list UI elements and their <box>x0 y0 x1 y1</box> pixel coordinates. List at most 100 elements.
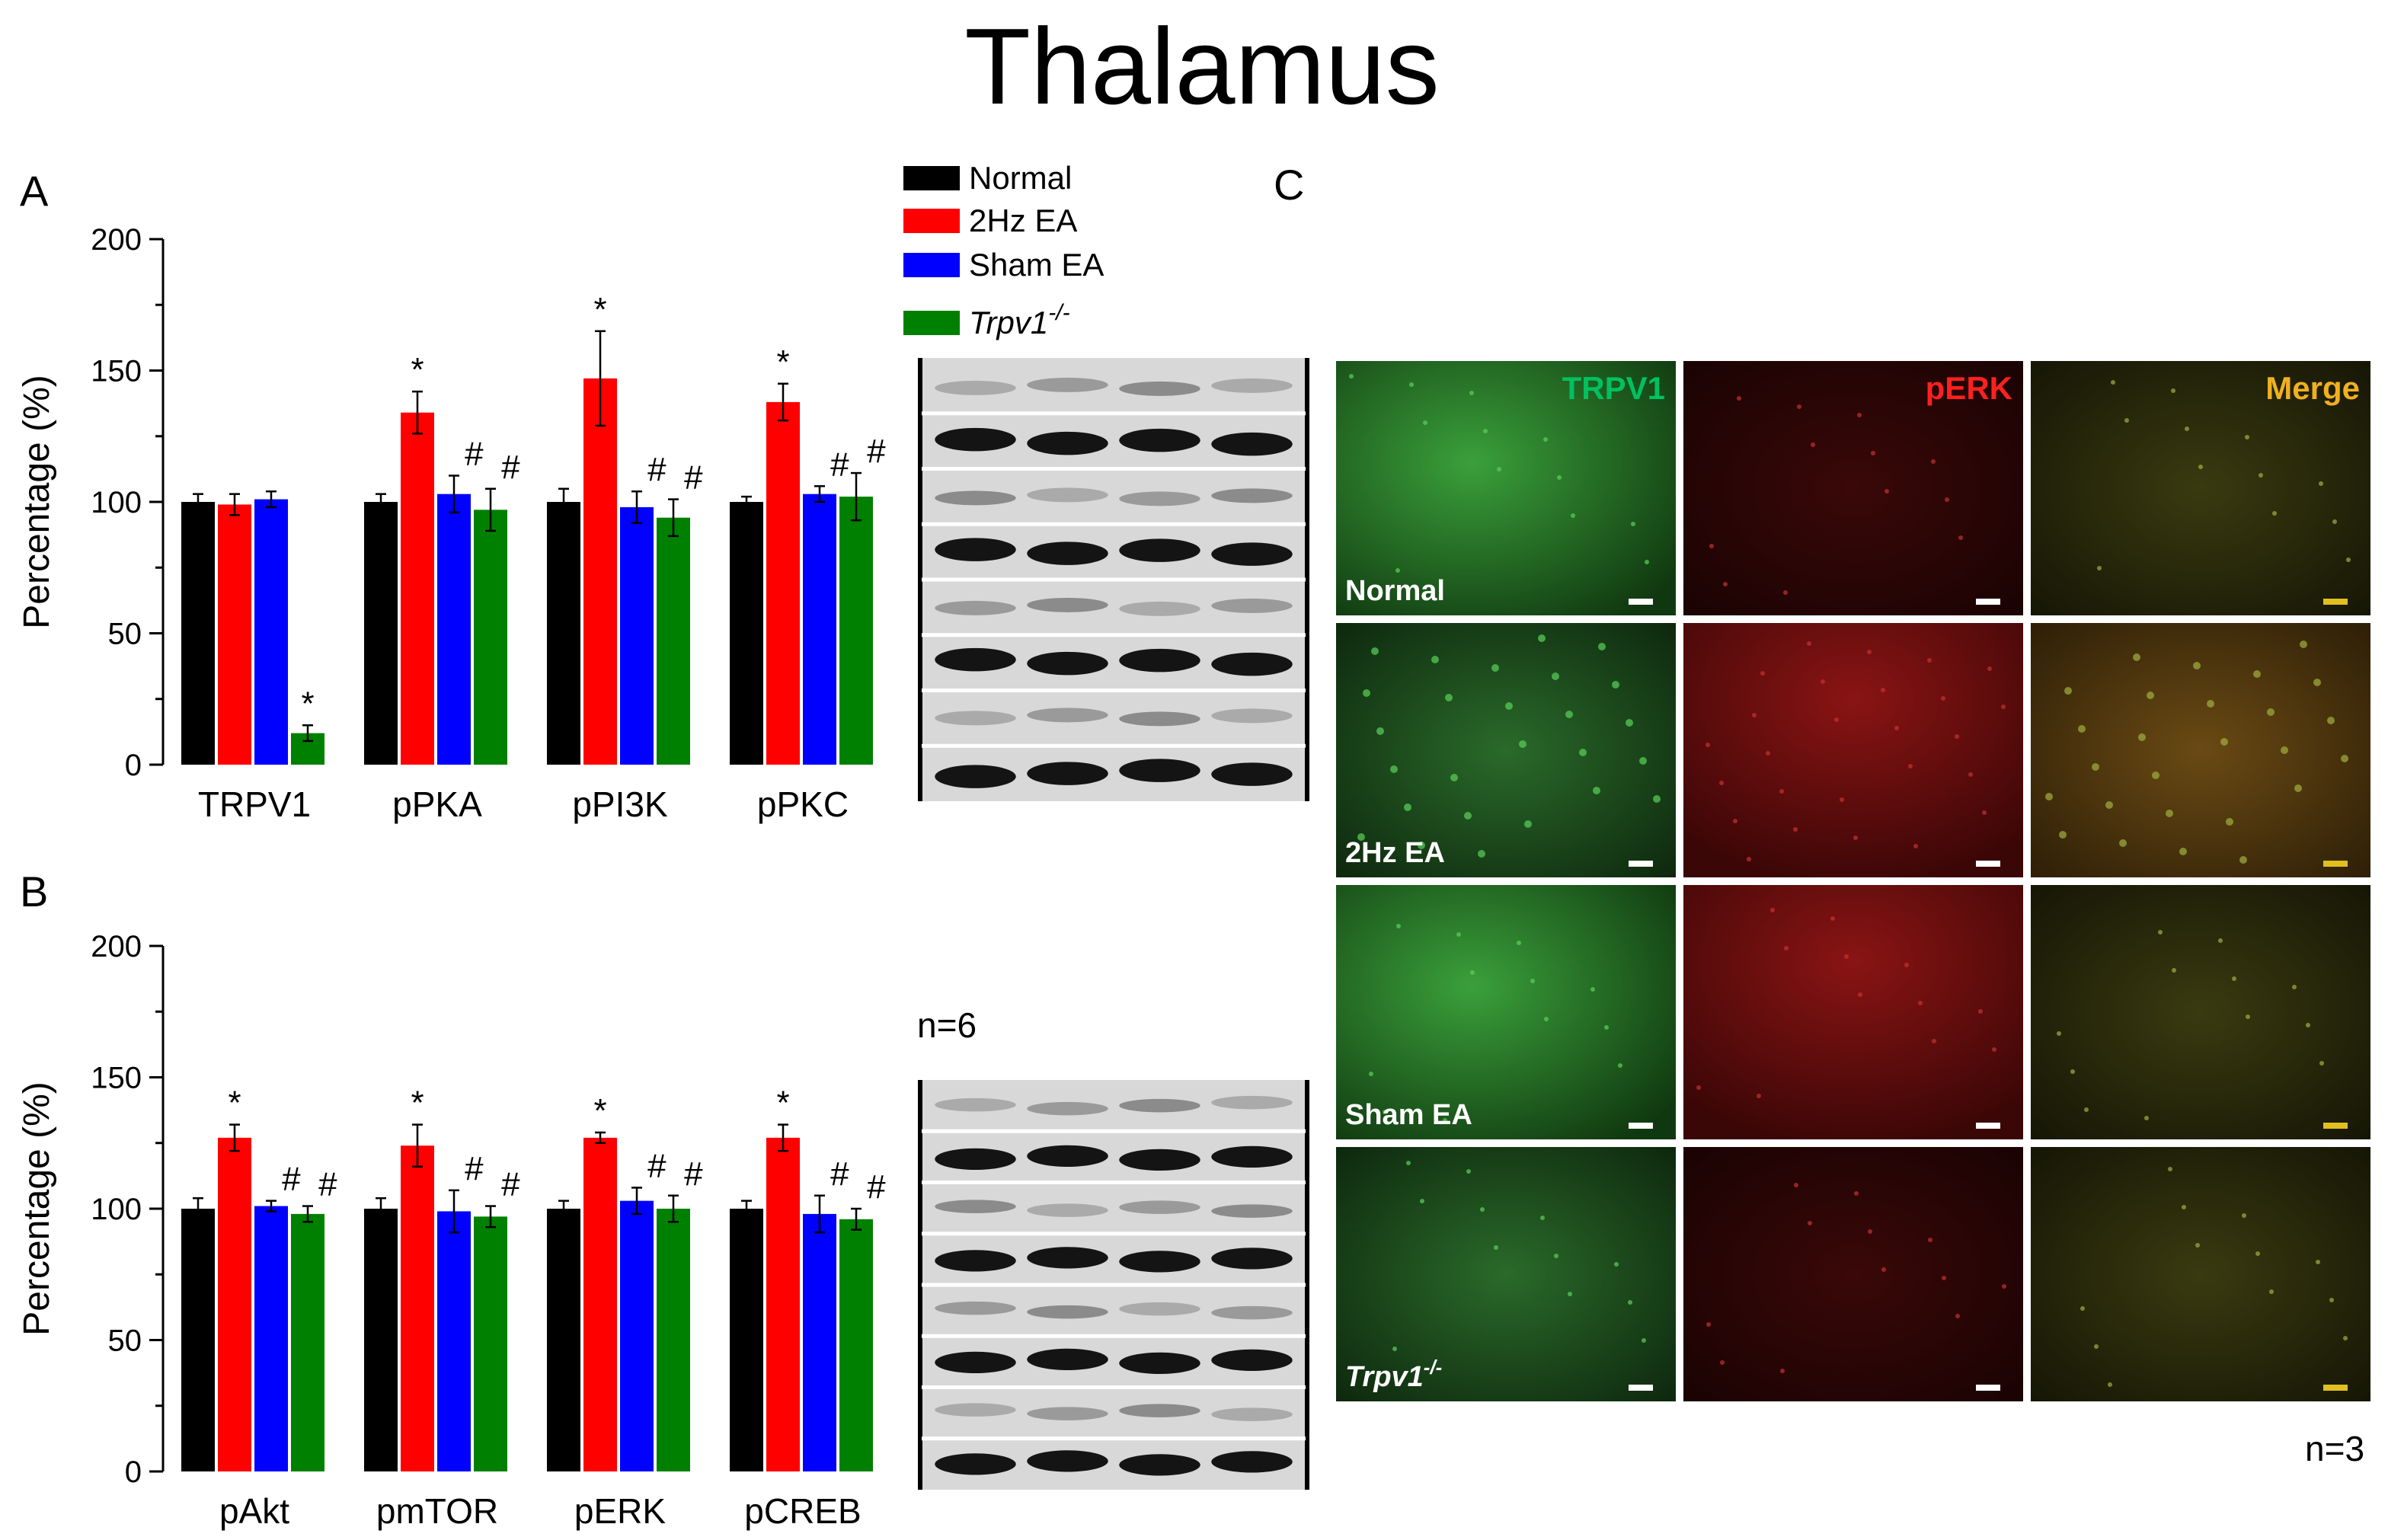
chart-panel-a: 0 50 100 150 200 Percentage (%) TRPV1 pPKA pPI3K… <box>17 223 886 824</box>
significance-mark: # <box>867 433 886 470</box>
bar <box>218 1137 251 1471</box>
blot-band <box>1027 1145 1108 1167</box>
micrograph-n-label: n=3 <box>2305 1429 2364 1468</box>
cell-speckle <box>1955 1314 1960 1318</box>
micrograph-column-label: TRPV1 <box>1562 370 1665 406</box>
cell-speckle <box>1913 844 1918 848</box>
blot-band <box>1027 1101 1108 1116</box>
cell-speckle <box>1396 924 1401 928</box>
cell-speckle <box>1867 650 1872 654</box>
cell-speckle <box>1406 1161 1411 1165</box>
cell-speckle <box>1349 374 1354 379</box>
y-axis-title: Percentage (%) <box>17 1082 57 1336</box>
blot-band <box>1211 542 1293 566</box>
cell-speckle <box>2084 1107 2089 1112</box>
bar <box>437 1211 471 1471</box>
cell-speckle <box>1466 1169 1471 1174</box>
significance-mark: * <box>593 1092 606 1129</box>
bar <box>401 1145 434 1471</box>
cell-speckle <box>1719 781 1724 785</box>
cell-speckle <box>1464 812 1472 820</box>
category-label: pPKA <box>392 784 482 824</box>
cell-speckle <box>1766 751 1770 756</box>
legend-label: Normal <box>969 160 1072 196</box>
cell-speckle <box>2220 738 2228 746</box>
micrograph-image <box>2031 623 2370 877</box>
bar <box>401 412 434 765</box>
cell-speckle <box>2080 1306 2085 1311</box>
cell-speckle <box>1723 582 1728 586</box>
blot-band <box>935 380 1016 395</box>
cell-speckle <box>1538 634 1546 642</box>
cell-speckle <box>2158 930 2163 935</box>
cell-speckle <box>1395 568 1400 573</box>
cell-speckle <box>1614 1262 1619 1267</box>
bar <box>657 517 690 765</box>
cell-speckle <box>1853 835 1858 840</box>
cell-speckle <box>1431 656 1439 663</box>
cell-speckle <box>1840 797 1844 802</box>
cell-speckle <box>1737 396 1741 401</box>
cell-speckle <box>1554 1254 1558 1258</box>
cell-speckle <box>1383 1110 1387 1114</box>
cell-speckle <box>1593 787 1600 794</box>
cell-speckle <box>1871 451 1875 455</box>
significance-mark: # <box>830 446 849 483</box>
significance-mark: * <box>301 685 314 722</box>
significance-mark: # <box>501 1166 520 1203</box>
cell-speckle <box>1571 513 1575 518</box>
cell-speckle <box>2341 755 2348 762</box>
cell-speckle <box>2300 641 2307 648</box>
figure-title: Thalamus <box>964 6 1440 127</box>
micrograph-grid: Normal 2Hz EA Sham EA Trpv1-/- TRPV1 pERK Merg… <box>1332 357 2374 1405</box>
cell-speckle <box>1480 1207 1485 1212</box>
panel-a-letter: A <box>20 167 49 215</box>
blot-band <box>1211 488 1293 503</box>
blot-band <box>1027 1450 1108 1472</box>
bar <box>730 502 763 765</box>
cell-speckle <box>1568 1292 1572 1296</box>
cell-speckle <box>1552 673 1559 680</box>
significance-mark: # <box>465 1150 484 1187</box>
cell-speckle <box>1854 1191 1859 1196</box>
blot-band <box>1211 652 1293 676</box>
significance-mark: * <box>411 1085 424 1122</box>
cell-speckle <box>2319 1061 2324 1066</box>
significance-mark: # <box>830 1155 849 1193</box>
scale-bar <box>1976 1123 2000 1129</box>
blot-n-label: n=6 <box>917 1005 977 1045</box>
micrograph-image <box>1683 623 2023 877</box>
blot-band <box>935 711 1016 726</box>
cell-speckle <box>2246 1014 2250 1019</box>
cell-speckle <box>2045 793 2053 800</box>
cell-speckle <box>1955 734 1959 739</box>
blot-band <box>1119 1404 1200 1417</box>
cell-speckle <box>1642 1338 1646 1343</box>
cell-speckle <box>1793 827 1798 832</box>
cell-speckle <box>2269 1289 2274 1294</box>
bar <box>474 510 507 765</box>
cell-speckle <box>2119 839 2127 847</box>
cell-speckle <box>1858 992 1862 997</box>
cell-speckle <box>2259 473 2263 478</box>
scale-bar <box>2323 599 2348 605</box>
bar <box>803 494 836 765</box>
cell-speckle <box>1565 711 1573 718</box>
bar <box>254 499 288 765</box>
cell-speckle <box>1821 679 1825 684</box>
cell-speckle <box>1857 413 1862 417</box>
bar <box>547 502 580 765</box>
cell-speckle <box>1709 544 1714 548</box>
cell-speckle <box>1497 467 1501 471</box>
cell-speckle <box>2193 662 2201 669</box>
significance-mark: # <box>647 451 667 488</box>
cell-speckle <box>1794 1183 1798 1187</box>
blot-band <box>935 1250 1016 1272</box>
category-label: pAkt <box>219 1491 289 1531</box>
cell-speckle <box>1752 713 1757 717</box>
cell-speckle <box>2094 1344 2099 1349</box>
blot-band <box>1119 711 1200 727</box>
blot-band <box>1027 431 1108 455</box>
cell-speckle <box>1423 420 1427 425</box>
blot-band <box>1119 428 1200 452</box>
